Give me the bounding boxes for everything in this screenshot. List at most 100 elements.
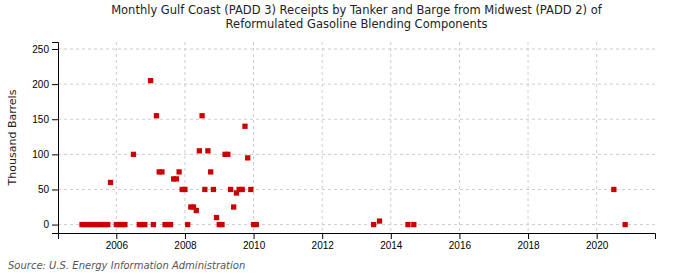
point [245,155,250,160]
x-tick-label: 2006 [106,240,129,251]
x-tick-label: 2010 [243,240,266,251]
point [202,187,207,192]
title: Monthly Gulf Coast (PADD 3) Receipts by … [111,3,603,31]
point [248,187,253,192]
x-tick-label: 2018 [517,240,540,251]
point [242,124,247,129]
point [148,78,153,83]
point [142,222,147,227]
point [214,215,219,220]
y-tick-label: 0 [43,219,49,230]
point [254,222,259,227]
point [154,113,159,118]
point [176,169,181,174]
point [194,208,199,213]
x-tick: 2006 [106,233,129,251]
x-tick-mark [597,233,598,239]
grid-line [58,154,655,155]
x-tick: 2008 [174,233,197,251]
grid-line [596,42,597,233]
grid-line [322,42,323,233]
x-tick-label: 2020 [586,240,609,251]
x-tick-label: 2008 [174,240,197,251]
y-tick-label: 50 [38,184,50,195]
x-tick: 2014 [380,233,403,251]
marks [79,78,627,227]
y-tick-label: 250 [32,44,49,55]
point [225,152,230,157]
point [108,180,113,185]
x-tick: 2012 [312,233,335,251]
point [151,222,156,227]
point [377,218,382,223]
y-axis: 0 50 100 150 200 250 [32,43,58,234]
y-tick: 100 [32,149,58,160]
point [231,204,236,209]
x-tick: 2020 [586,233,609,251]
grid-line [116,42,117,233]
y-tick: 0 [43,219,58,230]
x-tick-label: 2014 [380,240,403,251]
x-tick-mark [528,233,529,239]
grid-line [58,119,655,120]
y-axis-line [52,43,59,234]
point [208,169,213,174]
point [168,222,173,227]
y-tick: 150 [32,114,58,125]
x-tick: 2010 [243,233,266,251]
y-tick-mark [52,84,58,85]
point [182,187,187,192]
point [174,176,179,181]
x-tick: 2018 [517,233,540,251]
y-tick: 200 [32,79,58,90]
x-tick-mark [254,233,255,239]
point [240,187,245,192]
point [185,222,190,227]
point [197,148,202,153]
point [199,113,204,118]
point [371,222,376,227]
x-tick-mark [116,233,117,239]
point [205,148,210,153]
x-tick-mark [459,233,460,239]
x-tick-mark [322,233,323,239]
grid [58,42,655,233]
grid-line [58,224,655,225]
grid-line [58,49,655,50]
x-tick-label: 2016 [449,240,472,251]
chart-svg: 2006 2008 2010 2012 2014 2016 2018 2020 0 50 100 15… [0,0,675,275]
x-tick-label: 2012 [312,240,335,251]
y-tick-mark [52,225,58,226]
point [159,169,164,174]
grid-line [459,42,460,233]
point [105,222,110,227]
y-tick-mark [52,189,58,190]
y-tick-mark [52,49,58,50]
point [228,187,233,192]
point [219,222,224,227]
y-axis-label: Thousand Barrels [6,89,19,186]
grid-line [58,84,655,85]
grid-line [58,189,655,190]
point [623,222,628,227]
point [131,152,136,157]
grid-line [528,42,529,233]
x-tick-mark [391,233,392,239]
point [405,222,410,227]
source-note: Source: U.S. Energy Information Administ… [8,260,245,271]
point [411,222,416,227]
point [211,187,216,192]
grid-line [253,42,254,233]
y-tick-mark [52,119,58,120]
grid-line [184,42,185,233]
y-tick-mark [52,154,58,155]
x-tick: 2016 [449,233,472,251]
x-tick-mark [185,233,186,239]
point [611,187,616,192]
y-tick: 50 [38,184,58,195]
y-tick: 250 [32,44,58,55]
y-tick-label: 100 [32,149,49,160]
x-axis: 2006 2008 2010 2012 2014 2016 2018 2020 [59,233,656,251]
plot-area: 2006 2008 2010 2012 2014 2016 2018 2020 0 50 100 15… [32,42,655,251]
point [122,222,127,227]
